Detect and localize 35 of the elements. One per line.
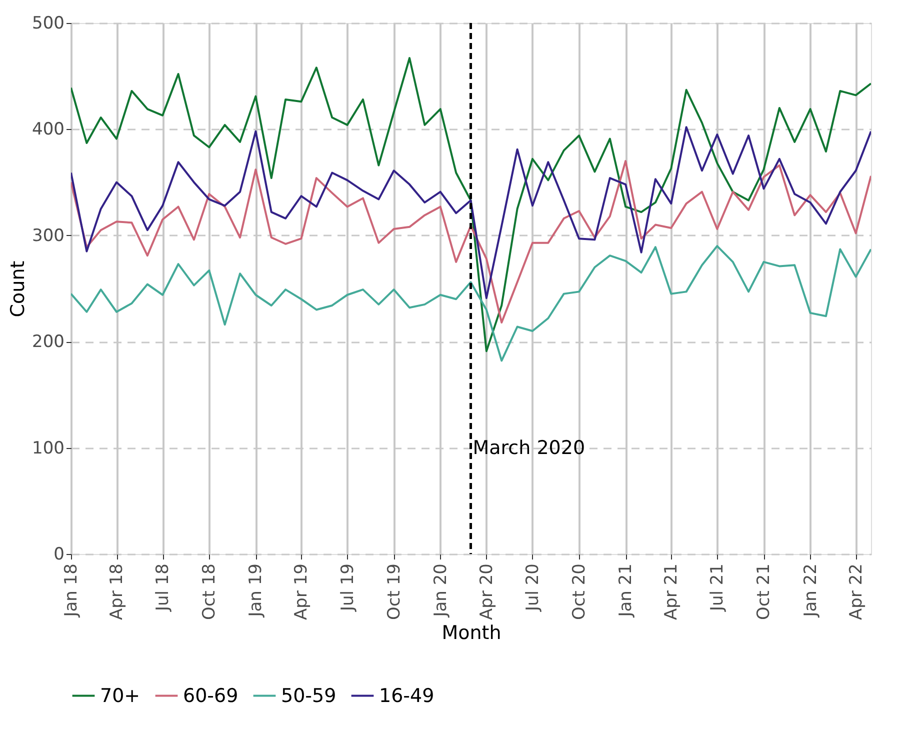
y-tick-label: 100 [32, 438, 64, 458]
x-tick-label: Jul 18 [153, 564, 174, 612]
legend-label: 16-49 [379, 684, 434, 707]
x-tick-label: Jul 21 [708, 564, 728, 612]
x-tick-label: Jan 19 [246, 564, 266, 618]
x-tick-label: Oct 20 [570, 564, 590, 620]
x-tick-label: Oct 21 [754, 564, 774, 620]
line-series [71, 57, 871, 352]
ref-line-label: March 2020 [472, 436, 586, 459]
x-tick-label: Jan 18 [62, 564, 82, 618]
x-tick-label: Apr 19 [292, 564, 312, 620]
line-series [71, 126, 871, 300]
x-tick-label: Jan 21 [616, 564, 636, 618]
x-tick-label: Apr 22 [846, 564, 866, 620]
x-tick-label: Jan 20 [430, 564, 451, 618]
y-tick-label: 0 [54, 544, 64, 564]
x-tick-label: Apr 21 [662, 564, 682, 620]
y-tick-label: 300 [32, 226, 64, 246]
x-tick-label: Jul 19 [338, 564, 358, 612]
legend-label: 70+ [100, 684, 140, 707]
x-tick-label: Oct 19 [384, 564, 404, 620]
x-tick-label: Apr 18 [107, 564, 128, 620]
y-tick-label: 500 [32, 14, 64, 34]
y-axis-title: Count [7, 260, 30, 318]
legend-label: 50-59 [281, 684, 336, 707]
y-tick-label: 400 [32, 120, 64, 140]
line-series [71, 160, 871, 324]
x-axis-title: Month [442, 622, 502, 644]
legend-label: 60-69 [183, 684, 238, 707]
x-tick-label: Apr 20 [476, 564, 497, 620]
y-tick-label: 200 [32, 332, 64, 352]
x-tick-label: Oct 18 [200, 564, 220, 620]
line-series [71, 245, 871, 362]
x-tick-label: Jan 22 [800, 564, 821, 618]
x-tick-label: Jul 20 [522, 564, 543, 612]
